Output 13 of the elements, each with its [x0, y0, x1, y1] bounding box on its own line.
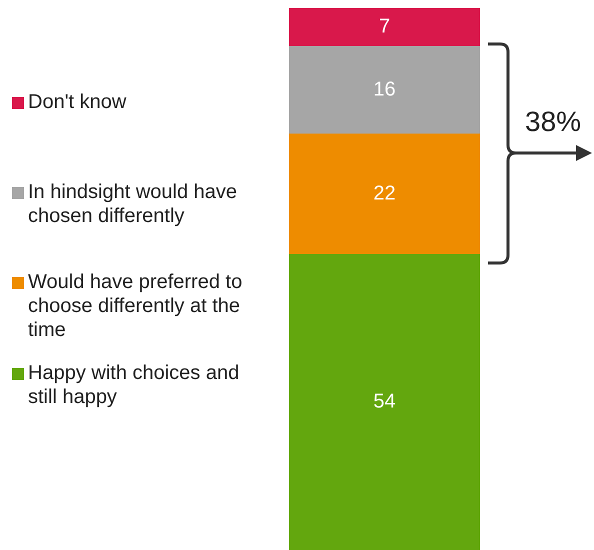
legend-label: Would have preferred to choose differently at the time [28, 270, 244, 342]
data-label: 22 [373, 182, 396, 205]
data-label: 7 [378, 16, 390, 38]
legend-label: Happy with choices and still happy [28, 361, 240, 409]
legend-label: In hindsight would have chosen differently [28, 180, 238, 228]
data-label: 54 [373, 390, 396, 413]
legend-label: Don't know [28, 90, 126, 114]
text: 38% [525, 106, 582, 138]
bar [289, 134, 480, 255]
bar [289, 8, 480, 47]
data-label: 16 [373, 78, 396, 101]
bar [289, 254, 480, 550]
bar [289, 46, 480, 134]
